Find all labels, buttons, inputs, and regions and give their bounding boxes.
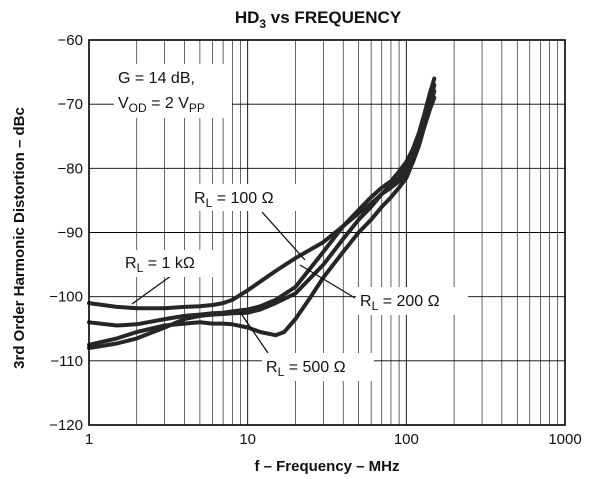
label-1k-bg [121,250,219,277]
series-line-2 [87,95,437,347]
y-tick-label: −110 [50,353,83,370]
y-tick-label: −80 [58,160,83,177]
x-axis-label: f – Frequency – MHz [254,458,399,475]
leader-200 [299,264,356,299]
leader-100 [261,211,306,261]
label-leaders [131,211,356,354]
chart-title-main: HD [235,8,260,27]
x-tick-label: 10 [239,431,256,448]
series-label-100: RL = 100 Ω [194,190,274,210]
label-200-val: = 200 Ω [378,293,439,310]
label-1k-r: R [125,255,137,272]
leader-500 [239,311,269,354]
x-tick-label: 100 [394,431,419,448]
label-100-val: = 100 Ω [212,190,273,207]
label-500-r: R [266,359,278,376]
conditions-line1: G = 14 dB, [118,70,195,87]
series-line-1 [87,76,437,328]
chart-title: HD3 vs FREQUENCY [235,8,402,31]
series-label-200: RL = 200 Ω [360,293,440,313]
conditions-v: V [118,95,129,112]
y-tick-label: −100 [49,289,83,306]
series-label-1k: RL = 1 kΩ [125,255,195,275]
chart-title-sub: 3 [259,17,266,31]
conditions-pp: PP [189,101,205,115]
series-line-3 [87,89,437,350]
conditions-bg [114,64,232,118]
chart-title-rest: vs FREQUENCY [266,8,402,27]
label-100-r: R [194,190,206,207]
series-label-500: RL = 500 Ω [266,359,346,379]
x-tick-label: 1 [85,431,93,448]
y-tick-label: −60 [58,32,83,49]
label-1k-sub: L [137,261,144,275]
label-100-sub: L [206,196,213,210]
leader-1k [131,272,176,305]
series-group [87,76,437,350]
label-200-sub: L [372,299,379,313]
y-axis-label: 3rd Order Harmonic Distortion – dBc [11,107,28,369]
plot-frame [88,39,566,426]
label-100-bg [190,184,302,211]
y-tick-labels: −60 −70 −80 −90 −100 −110 −120 [49,32,83,434]
y-tick-label: −120 [49,417,83,434]
label-500-bg [262,353,374,381]
y-tick-label: −70 [58,96,83,113]
conditions-od: OD [129,101,147,115]
y-tick-label: −90 [58,225,83,242]
x-tick-labels: 1 10 100 1000 [85,431,582,448]
conditions-line2: VOD = 2 VPP [118,95,205,115]
label-500-sub: L [278,365,285,379]
label-200-bg [356,287,468,315]
x-tick-label: 1000 [548,431,581,448]
label-1k-val: = 1 kΩ [143,255,195,272]
conditions-eq: = 2 V [147,95,190,112]
label-200-r: R [360,293,372,310]
label-500-val: = 500 Ω [284,359,345,376]
